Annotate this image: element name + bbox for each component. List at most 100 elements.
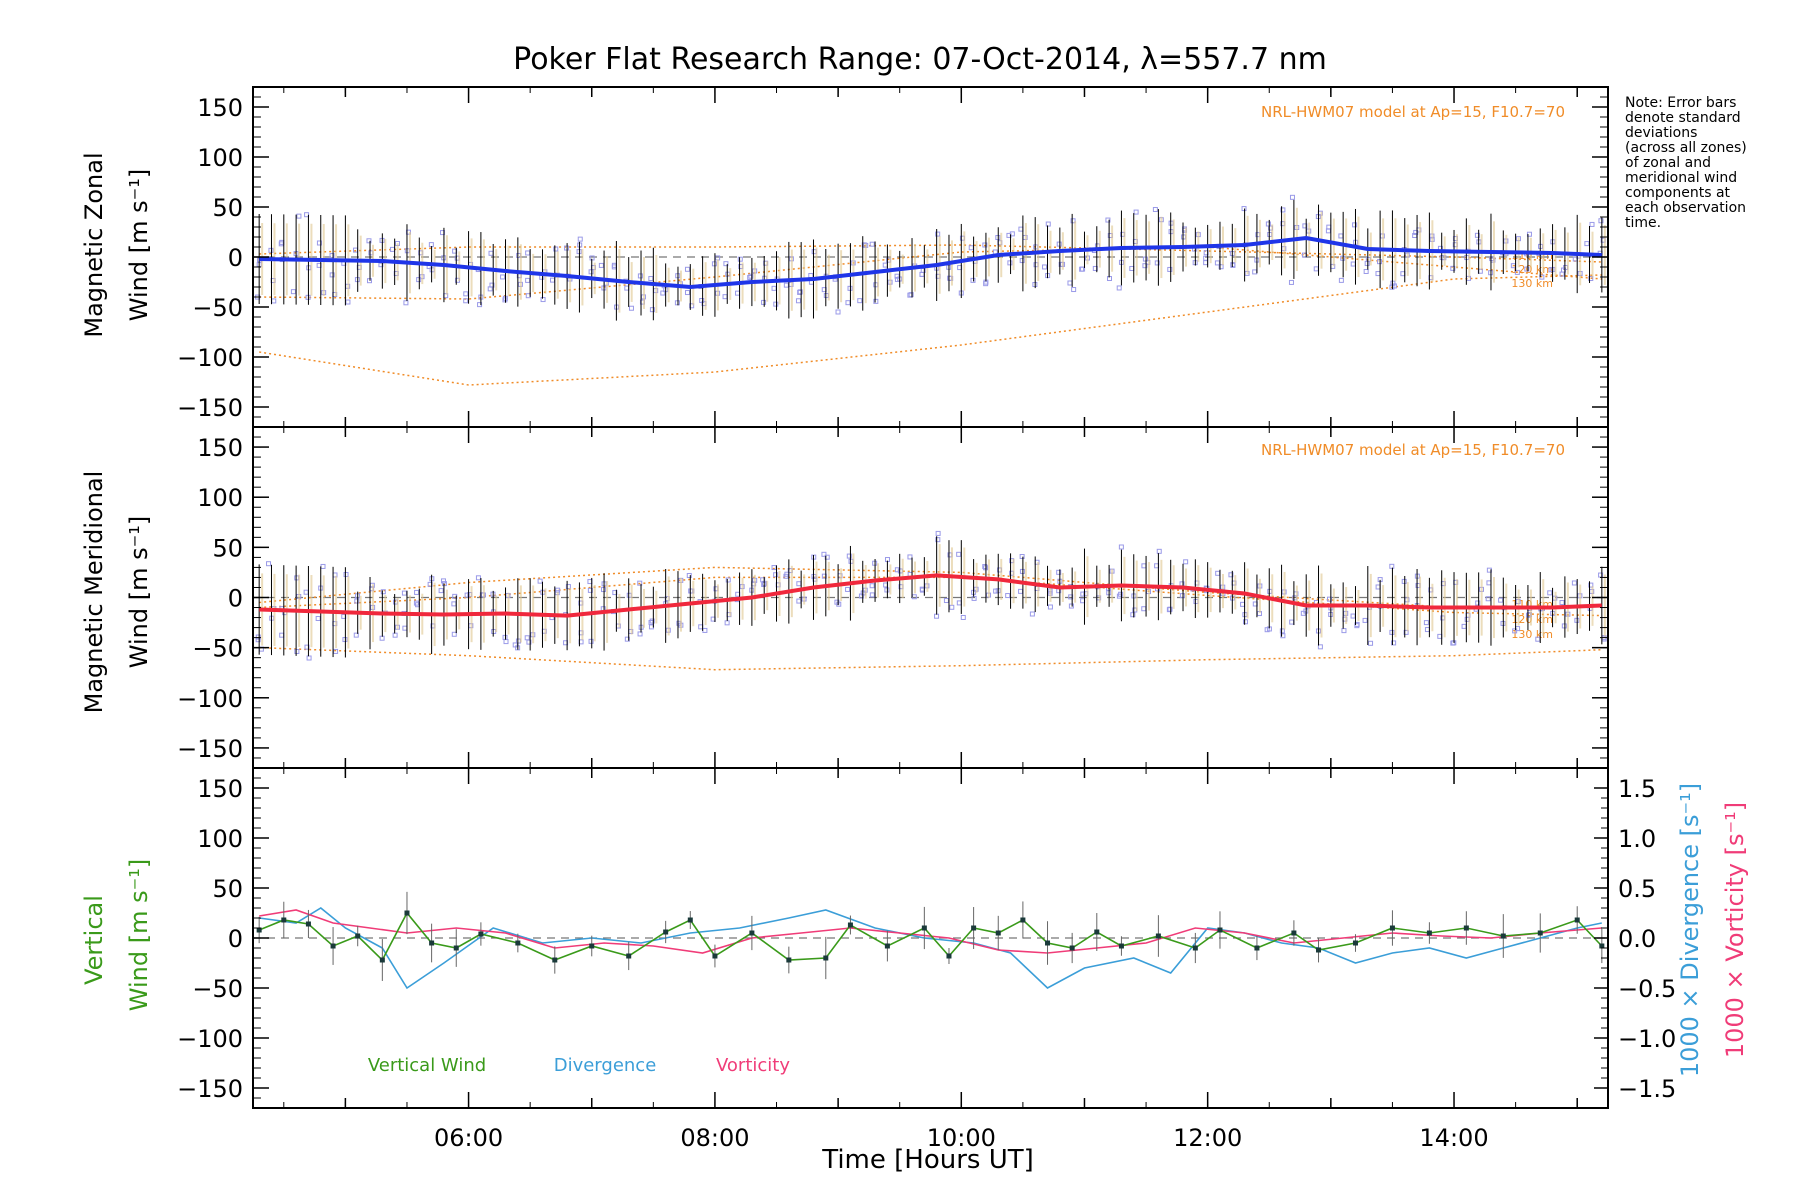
zone-point bbox=[808, 272, 814, 278]
zone-point bbox=[1375, 584, 1381, 590]
zone-point bbox=[333, 648, 339, 654]
vertical-wind-point bbox=[884, 943, 890, 949]
vertical-wind-point bbox=[1155, 933, 1161, 939]
zone-point bbox=[1141, 563, 1147, 569]
zone-point bbox=[796, 581, 802, 587]
vertical-wind-point bbox=[1389, 925, 1395, 931]
zone-point bbox=[1401, 578, 1407, 584]
y-tick-label: 150 bbox=[197, 434, 243, 462]
zone-point bbox=[1179, 593, 1185, 599]
vertical-wind-point bbox=[1094, 929, 1100, 935]
zone-point bbox=[316, 240, 322, 246]
zone-point bbox=[1167, 266, 1173, 272]
zone-point bbox=[1461, 623, 1467, 629]
right-axis: 1.5 1.0 0.5 0.0 −0.5 −1.0 −1.5 bbox=[1594, 775, 1676, 1103]
zone-point bbox=[724, 620, 730, 626]
vertical-wind-point bbox=[404, 910, 410, 916]
zone-point bbox=[1514, 269, 1520, 275]
vertical-wind-point bbox=[946, 953, 952, 959]
zone-point bbox=[1045, 221, 1051, 227]
zone-point bbox=[773, 301, 779, 307]
vertical-wind-point bbox=[1020, 917, 1026, 923]
zone-point bbox=[524, 635, 530, 641]
zone-point bbox=[869, 241, 875, 247]
zone-point bbox=[1350, 613, 1356, 619]
zone-point bbox=[869, 583, 875, 589]
divergence-axis-label: 1000 × Divergence [s⁻¹] bbox=[1676, 783, 1704, 1077]
zone-point bbox=[1130, 612, 1136, 618]
vertical-wind-point bbox=[281, 917, 287, 923]
zone-point bbox=[1474, 232, 1480, 238]
vertical-wind-point bbox=[1192, 945, 1198, 951]
x-axis-label: Time [Hours UT] bbox=[821, 1145, 1034, 1175]
zone-point bbox=[970, 277, 976, 283]
zone-point bbox=[1203, 260, 1209, 266]
zone-point bbox=[1070, 218, 1076, 224]
zone-point bbox=[1142, 263, 1148, 269]
zone-point bbox=[588, 269, 594, 275]
zone-point bbox=[1029, 611, 1035, 617]
model-curve bbox=[259, 244, 1602, 263]
right-tick-label: −1.0 bbox=[1618, 1025, 1676, 1053]
zone-point bbox=[845, 300, 851, 306]
zone-point bbox=[1215, 570, 1221, 576]
zone-point bbox=[1584, 241, 1590, 247]
zone-point bbox=[379, 635, 385, 641]
zone-point bbox=[1341, 628, 1347, 634]
y-axis: 150 100 50 0 −50 −100 −150 bbox=[177, 94, 1608, 422]
y-tick-label: −100 bbox=[177, 344, 243, 372]
zone-point bbox=[345, 299, 351, 305]
zone-point bbox=[1524, 266, 1530, 272]
y-tick-label: 50 bbox=[212, 875, 243, 903]
right-tick-label: 1.5 bbox=[1618, 775, 1656, 803]
vertical-wind-point bbox=[823, 955, 829, 961]
model-curve bbox=[259, 566, 1602, 609]
x-tick-label: 10:00 bbox=[927, 1124, 996, 1152]
zone-point bbox=[725, 577, 731, 583]
x-tick-label: 06:00 bbox=[434, 1124, 503, 1152]
divergence-line bbox=[259, 907, 1602, 990]
x-tick-label: 08:00 bbox=[680, 1124, 749, 1152]
zone-point bbox=[702, 627, 708, 633]
zone-point bbox=[1559, 600, 1565, 606]
zone-point bbox=[1389, 563, 1395, 569]
vertical-wind-point bbox=[589, 943, 595, 949]
zone-point bbox=[795, 298, 801, 304]
zone-point bbox=[438, 588, 444, 594]
note-line: components at bbox=[1625, 185, 1731, 201]
zone-point bbox=[956, 551, 962, 557]
zone-point bbox=[540, 297, 546, 303]
y-tick-label: −50 bbox=[192, 635, 243, 663]
zone-point bbox=[1214, 260, 1220, 266]
zone-point bbox=[993, 588, 999, 594]
zone-point bbox=[626, 592, 632, 598]
x-tick-label: 12:00 bbox=[1173, 1124, 1242, 1152]
zone-point bbox=[848, 558, 854, 564]
zone-point bbox=[919, 271, 925, 277]
vertical-wind-point bbox=[429, 940, 435, 946]
zone-point bbox=[392, 632, 398, 638]
y-tick-label: −150 bbox=[177, 394, 243, 422]
zone-point bbox=[1068, 594, 1074, 600]
zone-point bbox=[1450, 640, 1456, 646]
zone-point bbox=[380, 589, 386, 595]
zone-point bbox=[783, 573, 789, 579]
zone-point bbox=[537, 578, 543, 584]
zone-point bbox=[475, 575, 481, 581]
zone-point bbox=[487, 286, 493, 292]
zone-point bbox=[747, 274, 753, 280]
zone-point bbox=[1375, 271, 1381, 277]
zone-point bbox=[1152, 206, 1158, 212]
zone-point bbox=[1047, 604, 1053, 610]
zone-point bbox=[329, 272, 335, 278]
zone-point bbox=[403, 300, 409, 306]
zone-point bbox=[577, 236, 583, 242]
vertical-wind-point bbox=[626, 953, 632, 959]
vertical-wind-point bbox=[1291, 930, 1297, 936]
zone-samples bbox=[255, 530, 1607, 661]
zone-point bbox=[500, 274, 506, 280]
y-axis: 150 100 50 0 −50 −100 −150 bbox=[177, 434, 1608, 763]
zone-point bbox=[366, 278, 372, 284]
zone-point bbox=[761, 299, 767, 305]
